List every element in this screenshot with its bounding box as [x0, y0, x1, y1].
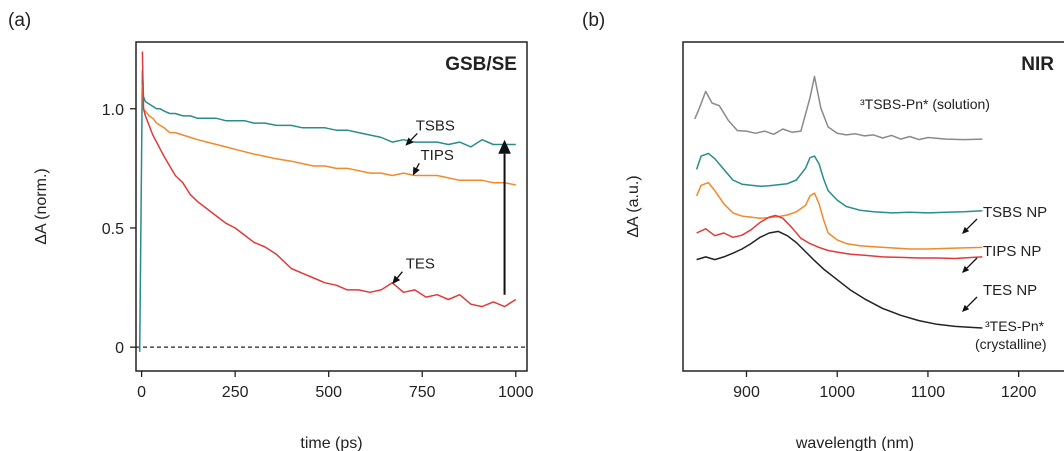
panel-label-b: (b) [582, 10, 605, 31]
y-tick-label: 0 [115, 340, 124, 357]
label-tsbs-np: TSBS NP [983, 204, 1047, 221]
rise-arrow-head [498, 139, 511, 154]
label-3tes-crystalline-1: ³TES-Pn* [985, 318, 1045, 334]
arrow-tips-np-head [962, 265, 970, 273]
x-tick-label-b: 1000 [819, 384, 855, 401]
label-tips-np: TIPS NP [983, 243, 1041, 260]
annotation-arrow-tes-head [392, 275, 401, 284]
x-tick-label: 250 [222, 384, 249, 401]
x-tick-label: 0 [137, 384, 146, 401]
label-tes-np: TES NP [983, 282, 1037, 299]
label-3tsbs-solution: ³TSBS-Pn* (solution) [860, 96, 990, 112]
annotation-arrow-tsbs-shaft [410, 132, 418, 141]
y-tick-label: 0.5 [102, 221, 124, 238]
arrow-tes-np-shaft [966, 296, 978, 308]
spectrum-line-3 [696, 214, 983, 260]
x-tick-label: 750 [409, 384, 436, 401]
series-line-tips [141, 84, 516, 186]
x-tick-label-b: 900 [733, 384, 760, 401]
x-tick-label-b: 1200 [1001, 384, 1037, 401]
annotation-arrow-tsbs-head [405, 137, 414, 146]
arrow-tes-np-head [962, 304, 970, 312]
spectrum-line-4 [696, 230, 983, 329]
spectrum-line-0 [694, 75, 983, 141]
spectrum-line-1 [695, 152, 983, 214]
label-3tes-crystalline-2: (crystalline) [975, 336, 1047, 352]
series-annotation-tips: TIPS [421, 147, 454, 164]
chart-a: 0 250 500 750 1000 0 0.5 1.0 time (ps) ΔA (norm.)… [33, 41, 534, 451]
arrow-tsbs-np-shaft [966, 218, 978, 230]
x-tick-label-b: 1100 [911, 384, 946, 401]
chart-b: 900 1000 1100 1200 wavelength (nm) ΔA (a.u.) N… [625, 41, 1064, 451]
series-line-tes [141, 51, 517, 308]
panel-label-a: (a) [8, 10, 31, 31]
plot-frame-a [135, 41, 528, 372]
x-axis-label-b: wavelength (nm) [795, 435, 914, 451]
series-annotation-tsbs: TSBS [416, 117, 455, 134]
chart-title: GSB/SE [445, 54, 517, 75]
x-tick-label: 1000 [498, 384, 534, 401]
chart-title-b: NIR [1021, 54, 1054, 75]
plot-frame-b [682, 41, 1064, 372]
annotation-arrow-tes-shaft [396, 271, 403, 279]
arrow-tsbs-np-head [962, 226, 970, 234]
series-line-tsbs [138, 69, 516, 352]
spectrum-line-2 [695, 181, 983, 250]
series-annotation-tes: TES [406, 256, 435, 273]
annotation-arrow-tips-shaft [415, 162, 420, 169]
y-tick-label: 1.0 [102, 102, 124, 119]
x-axis-label: time (ps) [300, 435, 362, 451]
annotation-arrow-tips-head [412, 166, 420, 176]
arrow-tips-np-shaft [966, 257, 978, 269]
x-tick-label: 500 [315, 384, 342, 401]
y-axis-label: ΔA (norm.) [33, 168, 50, 244]
y-axis-label-b: ΔA (a.u.) [625, 175, 642, 237]
